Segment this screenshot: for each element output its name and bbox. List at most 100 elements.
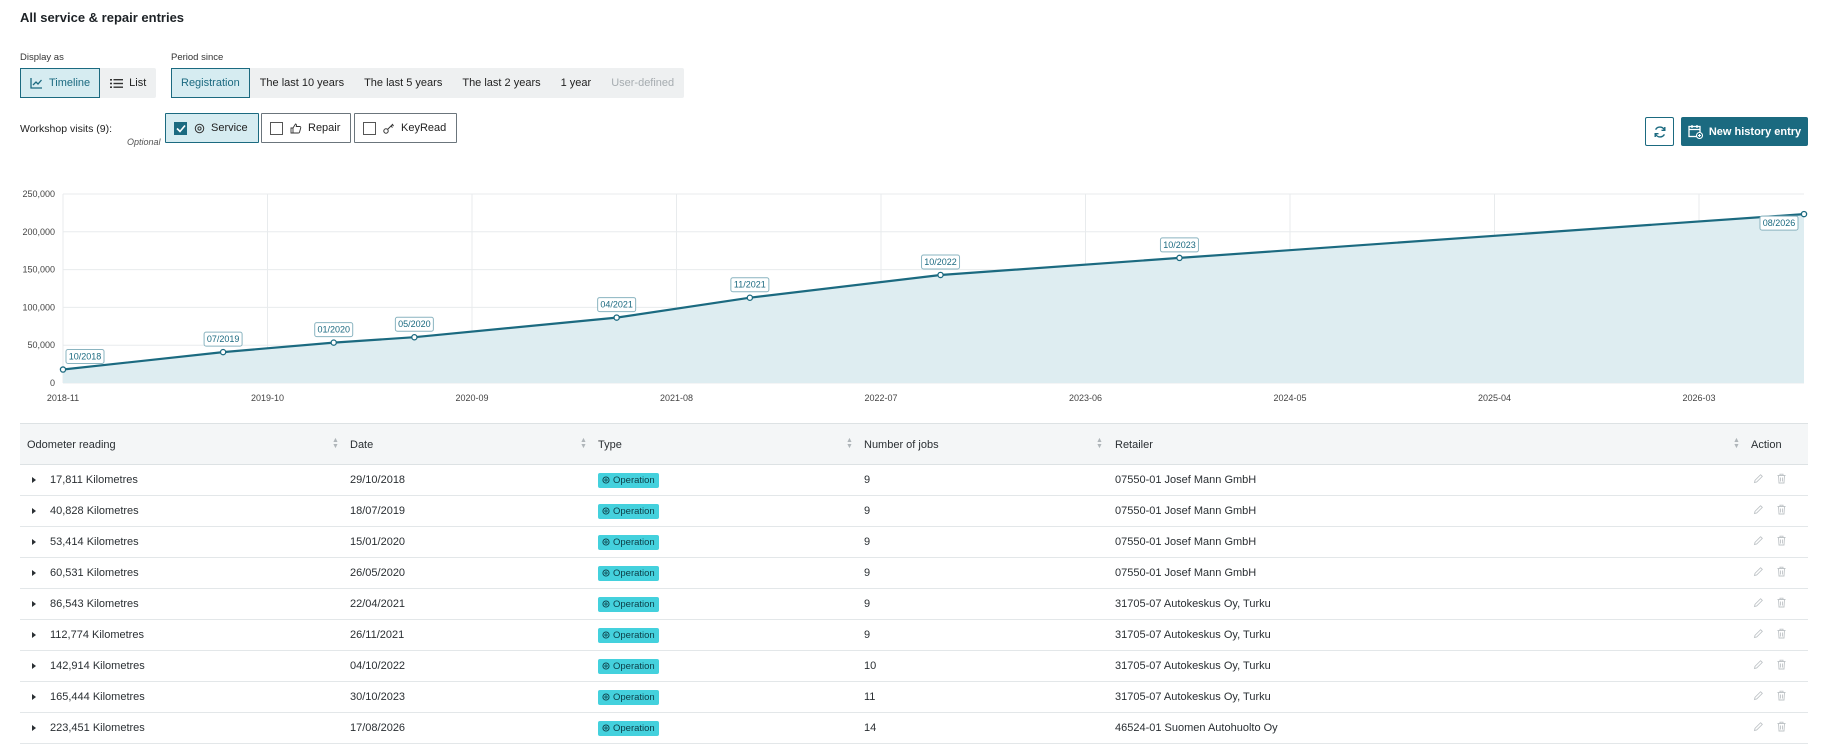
edit-icon[interactable] bbox=[1753, 690, 1764, 701]
table-row[interactable]: 165,444 Kilometres 30/10/2023 Operation 11 3… bbox=[20, 682, 1808, 713]
page-title: All service & repair entries bbox=[20, 10, 185, 25]
data-label: 08/2026 bbox=[1763, 218, 1796, 228]
table-row[interactable]: 17,811 Kilometres 29/10/2018 Operation 9 075… bbox=[20, 465, 1808, 496]
service-gear-icon bbox=[602, 662, 610, 670]
type-badge-label: Operation bbox=[613, 505, 655, 517]
data-label-box bbox=[1759, 215, 1799, 231]
sort-icon[interactable]: ▲ ▼ bbox=[580, 437, 587, 450]
y-tick-label: 100,000 bbox=[22, 302, 55, 312]
edit-icon[interactable] bbox=[1753, 504, 1764, 515]
sort-icon[interactable]: ▲ ▼ bbox=[1096, 437, 1103, 450]
table-row[interactable]: 86,543 Kilometres 22/04/2021 Operation 9 317… bbox=[20, 589, 1808, 620]
new-history-entry-button[interactable]: New history entry bbox=[1681, 117, 1808, 146]
type-badge: Operation bbox=[598, 472, 659, 488]
display-timeline-button[interactable]: Timeline bbox=[20, 68, 101, 98]
type-badge-label: Operation bbox=[613, 474, 655, 486]
table-row[interactable]: 40,828 Kilometres 18/07/2019 Operation 9 075… bbox=[20, 496, 1808, 527]
edit-icon[interactable] bbox=[1753, 535, 1764, 546]
expand-caret-icon[interactable] bbox=[32, 632, 36, 638]
refresh-button[interactable] bbox=[1645, 117, 1674, 146]
delete-icon[interactable] bbox=[1776, 473, 1787, 484]
edit-icon[interactable] bbox=[1753, 597, 1764, 608]
retailer-cell: 31705-07 Autokeskus Oy, Turku bbox=[1115, 691, 1271, 703]
data-point bbox=[746, 294, 754, 301]
retailer-cell: 31705-07 Autokeskus Oy, Turku bbox=[1115, 660, 1271, 672]
type-badge: Operation bbox=[598, 689, 659, 705]
jobs-cell: 9 bbox=[864, 567, 871, 579]
edit-icon[interactable] bbox=[1753, 659, 1764, 670]
col-retailer-header[interactable]: Retailer bbox=[1115, 438, 1153, 451]
delete-icon[interactable] bbox=[1776, 535, 1787, 546]
data-label-box bbox=[730, 277, 770, 293]
date-cell: 22/04/2021 bbox=[350, 598, 406, 610]
expand-caret-icon[interactable] bbox=[32, 570, 36, 576]
table-row[interactable]: 53,414 Kilometres 15/01/2020 Operation 9 075… bbox=[20, 527, 1808, 558]
display-list-button[interactable]: List bbox=[100, 68, 156, 98]
filter-repair-checkbox[interactable]: Repair bbox=[261, 113, 352, 143]
col-jobs-header[interactable]: Number of jobs bbox=[864, 438, 939, 451]
delete-icon[interactable] bbox=[1776, 690, 1787, 701]
date-cell: 17/08/2026 bbox=[350, 722, 406, 734]
data-label-box bbox=[314, 322, 354, 338]
period-registration-button[interactable]: Registration bbox=[171, 68, 250, 98]
period-2-years-button[interactable]: The last 2 years bbox=[462, 77, 541, 89]
data-label: 07/2019 bbox=[207, 334, 240, 344]
sort-icon[interactable]: ▲ ▼ bbox=[1733, 437, 1740, 450]
type-badge: Operation bbox=[598, 720, 659, 736]
delete-icon[interactable] bbox=[1776, 597, 1787, 608]
expand-caret-icon[interactable] bbox=[32, 601, 36, 607]
period-5-years-button[interactable]: The last 5 years bbox=[364, 77, 443, 89]
y-tick-label: 50,000 bbox=[27, 340, 55, 350]
table-row[interactable]: 142,914 Kilometres 04/10/2022 Operation 10 3… bbox=[20, 651, 1808, 682]
col-date-header[interactable]: Date bbox=[350, 438, 374, 451]
sort-icon[interactable]: ▲ ▼ bbox=[846, 437, 853, 450]
type-cell: Operation bbox=[598, 682, 659, 712]
data-point bbox=[411, 333, 418, 341]
delete-icon[interactable] bbox=[1776, 504, 1787, 515]
sort-icon[interactable]: ▲ ▼ bbox=[332, 437, 339, 450]
expand-caret-icon[interactable] bbox=[32, 663, 36, 669]
edit-icon[interactable] bbox=[1753, 721, 1764, 732]
row-actions bbox=[1753, 473, 1787, 484]
key-icon bbox=[383, 123, 395, 134]
display-timeline-label: Timeline bbox=[49, 77, 91, 89]
jobs-cell: 9 bbox=[864, 474, 871, 486]
delete-icon[interactable] bbox=[1776, 659, 1787, 670]
data-label-box bbox=[203, 331, 243, 347]
period-10-years-button[interactable]: The last 10 years bbox=[259, 77, 345, 89]
type-badge-label: Operation bbox=[613, 629, 655, 641]
edit-icon[interactable] bbox=[1753, 566, 1764, 577]
delete-icon[interactable] bbox=[1776, 721, 1787, 732]
table-row[interactable]: 112,774 Kilometres 26/11/2021 Operation 9 31… bbox=[20, 620, 1808, 651]
y-tick-label: 150,000 bbox=[22, 265, 55, 275]
table-row[interactable]: 223,451 Kilometres 17/08/2026 Operation 14 4… bbox=[20, 713, 1808, 744]
delete-icon[interactable] bbox=[1776, 566, 1787, 577]
y-tick-label: 0 bbox=[50, 378, 55, 388]
odometer-cell: 223,451 Kilometres bbox=[50, 722, 145, 734]
expand-caret-icon[interactable] bbox=[32, 725, 36, 731]
row-actions bbox=[1753, 690, 1787, 701]
col-odometer-header[interactable]: Odometer reading bbox=[27, 438, 116, 451]
delete-icon[interactable] bbox=[1776, 628, 1787, 639]
table-row[interactable]: 60,531 Kilometres 26/05/2020 Operation 9 075… bbox=[20, 558, 1808, 589]
retailer-cell: 31705-07 Autokeskus Oy, Turku bbox=[1115, 598, 1271, 610]
type-badge: Operation bbox=[598, 534, 659, 550]
expand-caret-icon[interactable] bbox=[32, 477, 36, 483]
retailer-cell: 31705-07 Autokeskus Oy, Turku bbox=[1115, 629, 1271, 641]
edit-icon[interactable] bbox=[1753, 473, 1764, 484]
data-label: 11/2021 bbox=[734, 280, 766, 290]
expand-caret-icon[interactable] bbox=[32, 508, 36, 514]
period-1-year-button[interactable]: 1 year bbox=[560, 77, 592, 89]
expand-caret-icon[interactable] bbox=[32, 539, 36, 545]
row-actions bbox=[1753, 659, 1787, 670]
service-gear-icon bbox=[602, 724, 610, 732]
retailer-cell: 07550-01 Josef Mann GmbH bbox=[1115, 505, 1257, 517]
workshop-visits-label: Workshop visits (9): bbox=[20, 123, 112, 135]
type-badge: Operation bbox=[598, 596, 659, 612]
filter-keyread-checkbox[interactable]: KeyRead bbox=[354, 113, 458, 143]
filter-service-checkbox[interactable]: Service bbox=[165, 113, 259, 143]
expand-caret-icon[interactable] bbox=[32, 694, 36, 700]
edit-icon[interactable] bbox=[1753, 628, 1764, 639]
date-cell: 04/10/2022 bbox=[350, 660, 406, 672]
col-type-header[interactable]: Type bbox=[598, 438, 622, 451]
